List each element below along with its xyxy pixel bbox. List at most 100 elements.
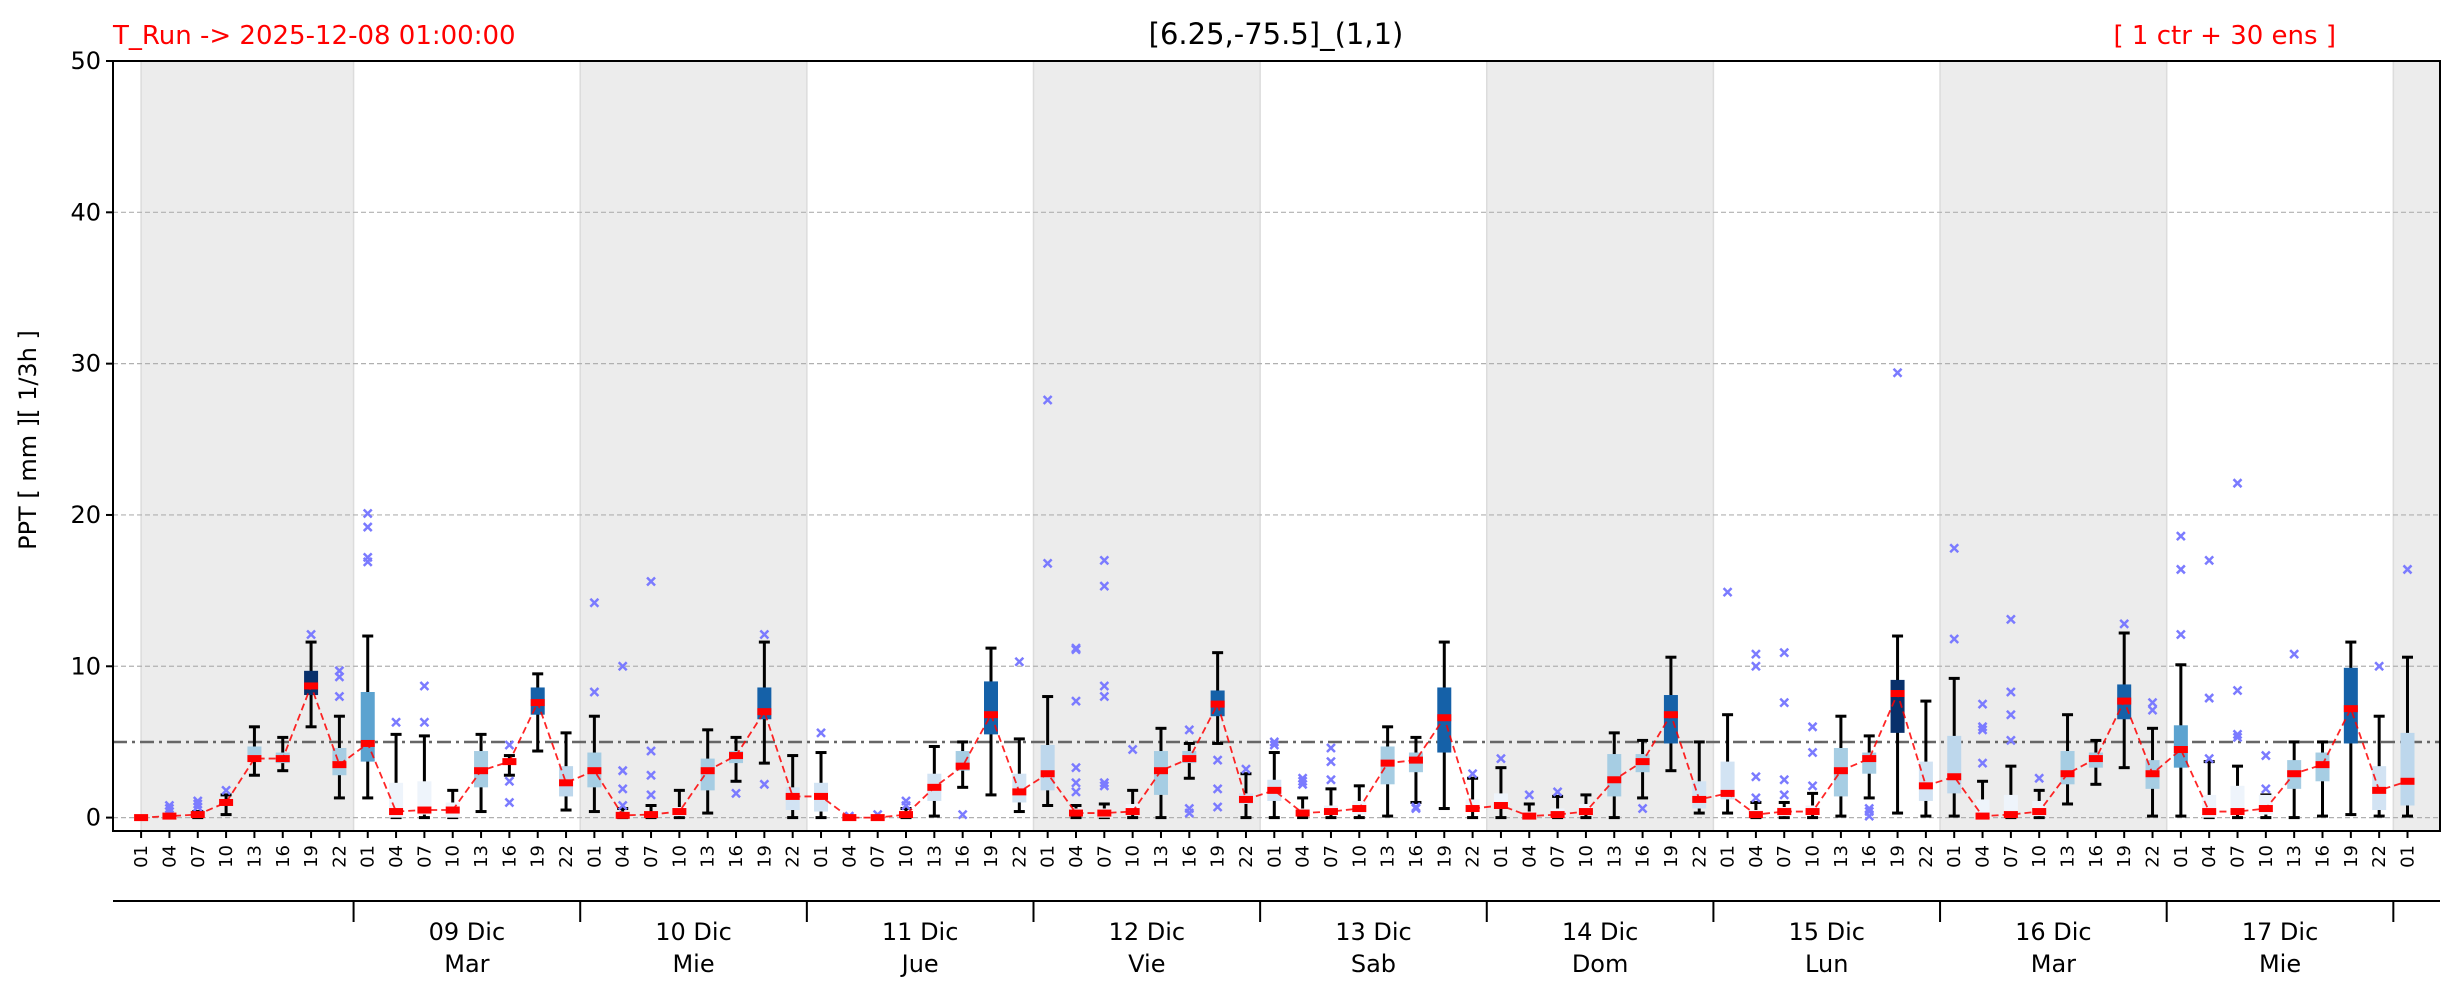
outlier-point: [2175, 564, 2186, 575]
ctr-marker: [1068, 809, 1083, 817]
outlier-point: [1297, 776, 1308, 787]
outlier-point: [759, 779, 770, 790]
hour-tick-label: 19: [1208, 845, 1229, 868]
box-16: [587, 597, 602, 814]
outlier-point: [1807, 721, 1818, 732]
day-label: 17 Dic: [2242, 918, 2319, 946]
outlier-point: [617, 783, 628, 794]
ctr-marker: [1012, 788, 1027, 796]
day-shade-band: [1486, 60, 1715, 832]
ctr-marker: [1182, 755, 1197, 763]
hour-tick-label: 22: [1463, 845, 1484, 868]
box-15: [559, 731, 574, 812]
hour-tick-label: 04: [1973, 845, 1994, 868]
outlier-point: [1184, 803, 1195, 814]
outlier-point: [1326, 743, 1336, 753]
hour-tick-label: 22: [329, 845, 350, 868]
hour-tick-label: 04: [839, 845, 860, 868]
outlier-point: [2005, 687, 2016, 697]
hour-tick-label: 10: [669, 845, 690, 868]
day-label: 11 Dic: [882, 918, 959, 946]
outlier-point: [164, 803, 175, 814]
outlier-point: [1071, 777, 1081, 788]
outlier-point: [192, 796, 203, 806]
hour-tick-label: 22: [556, 845, 577, 868]
ctr-marker: [1833, 767, 1848, 775]
weekday-label: Vie: [1128, 950, 1165, 978]
chart-title: [6.25,-75.5]_(1,1): [1149, 17, 1404, 51]
hour-tick-label: 19: [2341, 845, 2362, 868]
iqr-box: [1040, 744, 1055, 791]
hour-tick-label: 04: [2199, 845, 2220, 868]
y-tick-label: 40: [70, 198, 101, 226]
outlier-point: [334, 691, 345, 702]
weekday-label: Dom: [1572, 950, 1629, 978]
outlier-point: [1949, 634, 1960, 644]
hour-tick-label: 13: [698, 845, 719, 868]
ctr-marker: [672, 808, 687, 816]
weekday-label: Lun: [1805, 950, 1848, 978]
ctr-marker: [1295, 809, 1310, 817]
ctr-marker: [219, 798, 234, 806]
ctr-marker: [474, 767, 489, 775]
outlier-point: [2402, 564, 2413, 575]
hour-tick-label: 22: [783, 845, 804, 868]
outlier-point: [617, 661, 628, 672]
ctr-marker: [870, 814, 885, 822]
ctr-marker: [247, 755, 262, 763]
ctr-marker: [2032, 808, 2047, 816]
ctr-marker: [389, 808, 404, 816]
hour-tick-label: 13: [2058, 845, 2079, 868]
ctr-marker: [2202, 808, 2217, 816]
outlier-point: [1042, 558, 1053, 569]
box-76: [2287, 649, 2302, 820]
outlier-point: [2232, 732, 2243, 743]
ctr-marker: [1040, 770, 1055, 778]
ctr-marker: [1692, 795, 1707, 803]
day-shade-band: [140, 60, 355, 832]
y-tick-label: 30: [70, 350, 101, 378]
ctr-marker: [1522, 812, 1537, 820]
box-62: [1890, 367, 1905, 815]
outlier-point: [589, 597, 600, 608]
ctr-marker: [984, 711, 998, 719]
hour-tick-label: 13: [1604, 845, 1625, 868]
iqr-box: [417, 781, 432, 815]
outlier-point: [1099, 681, 1110, 691]
iqr-box: [700, 758, 715, 791]
ctr-marker: [1097, 809, 1112, 817]
outlier-point: [1807, 747, 1818, 758]
iqr-box: [2400, 732, 2415, 806]
box-73: [2202, 555, 2217, 820]
box-72: [2173, 531, 2188, 818]
y-tick-label: 0: [86, 804, 101, 832]
outlier-point: [2204, 555, 2215, 566]
outlier-point: [731, 788, 741, 799]
outlier-point: [1892, 367, 1903, 378]
outlier-point: [1864, 806, 1875, 817]
ctr-marker: [1153, 767, 1168, 775]
ctr-marker: [1465, 805, 1480, 813]
iqr-box: [1918, 761, 1933, 801]
hour-tick-label: 13: [924, 845, 945, 868]
day-shade-band: [2392, 60, 2441, 832]
outlier-point: [2232, 729, 2243, 740]
iqr-box: [360, 692, 375, 762]
outlier-point: [1127, 744, 1138, 755]
y-tick-label: 50: [70, 47, 101, 75]
hour-tick-label: 16: [273, 845, 294, 868]
hour-tick-label: 01: [811, 845, 832, 868]
ctr-marker: [1748, 811, 1763, 819]
hour-tick-label: 04: [1519, 845, 1540, 868]
ctr-marker: [445, 806, 460, 814]
ctr-marker: [1663, 711, 1678, 719]
outlier-point: [1779, 647, 1790, 658]
day-label: 13 Dic: [1335, 918, 1412, 946]
ctr-marker: [162, 812, 177, 820]
outlier-point: [1014, 656, 1025, 667]
hour-tick-label: 10: [2256, 845, 2277, 868]
hour-tick-label: 22: [1236, 845, 1257, 868]
ctr-marker: [1720, 789, 1735, 797]
outlier-point: [1184, 724, 1195, 735]
